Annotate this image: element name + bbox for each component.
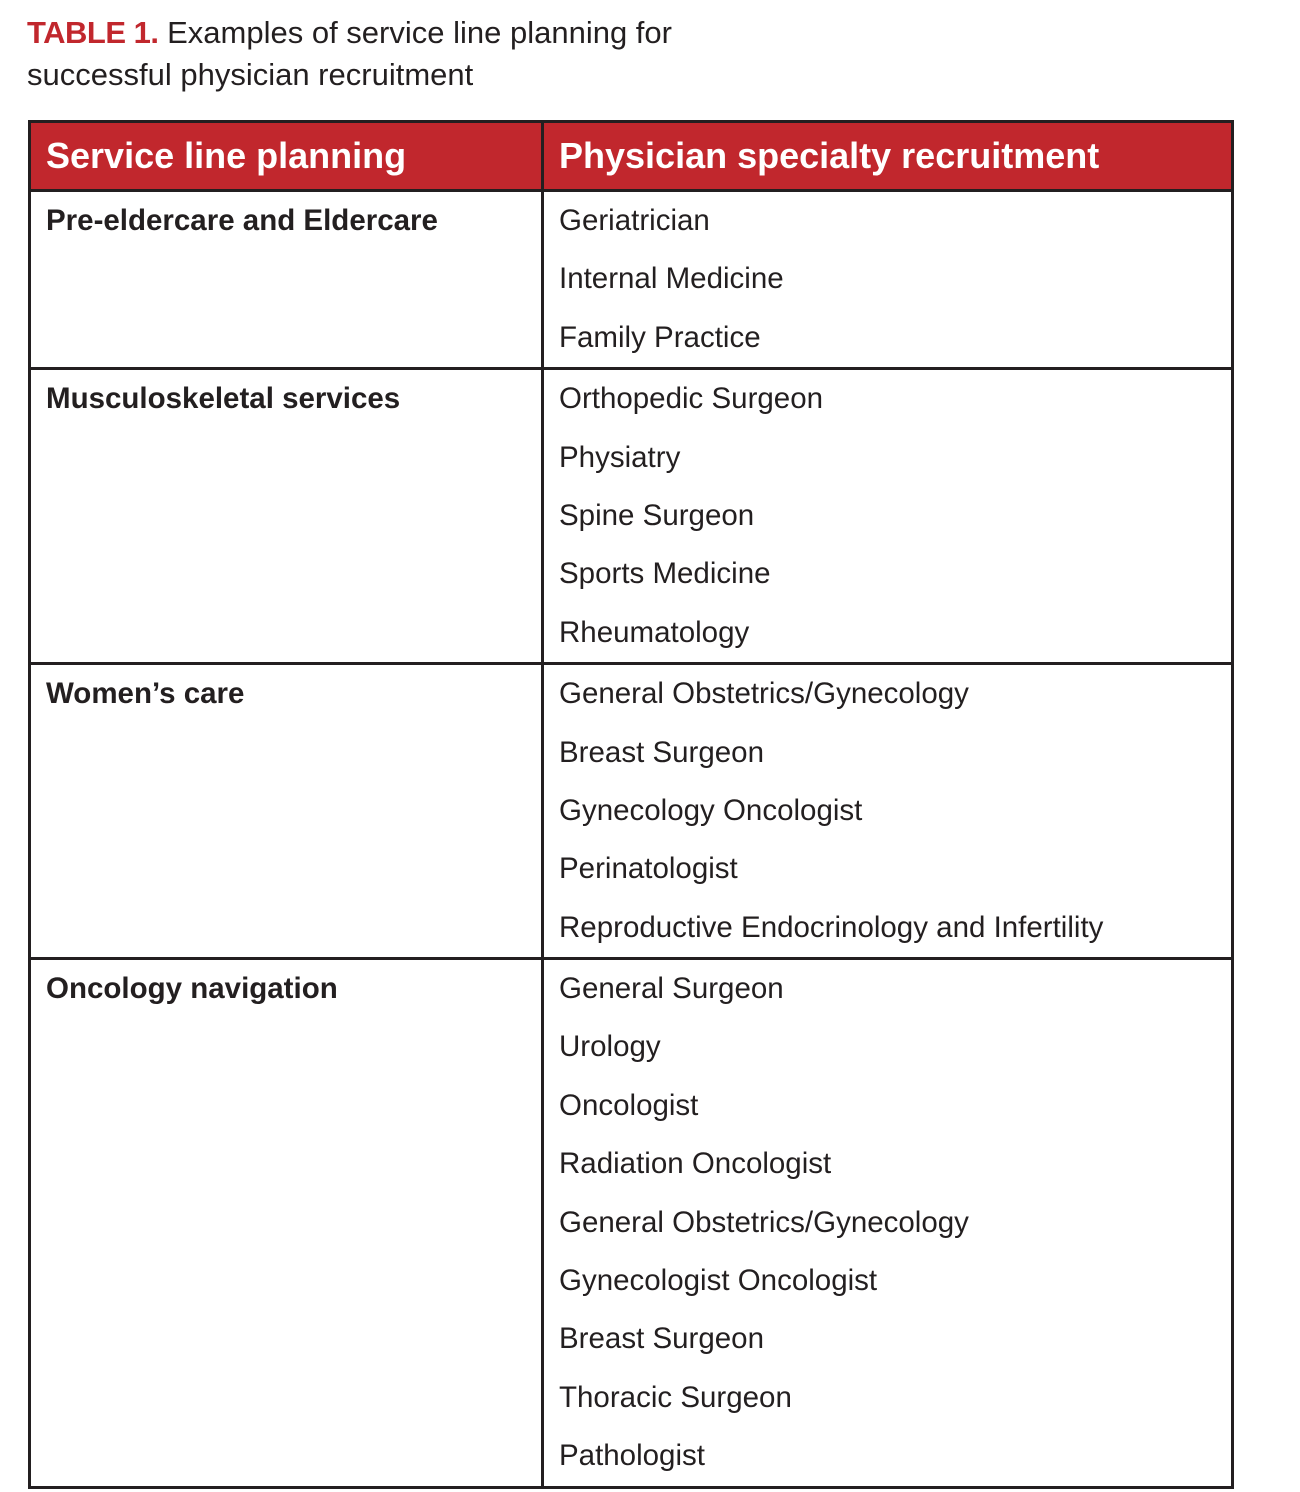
specialty-item: Gynecology Oncologist	[559, 793, 863, 827]
specialty-item: Orthopedic Surgeon	[559, 382, 824, 416]
table-row: Oncology navigation General Surgeon Urolog…	[28, 957, 1234, 1489]
specialty-item: Physiatry	[559, 440, 681, 474]
specialty-item: Geriatrician	[559, 204, 710, 237]
service-line-table: Service line planning Physician specialt…	[28, 120, 1234, 1489]
header-row: Service line planning Physician specialt…	[28, 120, 1234, 192]
specialty-item: General Obstetrics/Gynecology	[559, 677, 969, 711]
specialty-cell: Geriatrician Internal Medicine Family Prac…	[541, 188, 1234, 371]
specialty-item: General Obstetrics/Gynecology	[559, 1205, 969, 1239]
service-line-cell: Musculoskeletal services	[28, 367, 544, 666]
specialty-item: Breast Surgeon	[559, 735, 764, 769]
specialty-item: Pathologist	[559, 1439, 705, 1473]
caption-text: Examples of service line planning for su…	[27, 15, 672, 92]
specialty-item: Sports Medicine	[559, 557, 771, 591]
specialty-cell: Orthopedic Surgeon Physiatry Spine Surgeon…	[541, 367, 1234, 666]
specialty-item: Perinatologist	[559, 852, 738, 886]
specialty-item: Spine Surgeon	[559, 498, 755, 532]
specialty-cell: General Surgeon Urology Oncologist Radiatio…	[541, 957, 1234, 1489]
specialty-cell: General Obstetrics/Gynecology Breast Surg…	[541, 662, 1234, 961]
header-physician-specialty: Physician specialty recruitment	[541, 120, 1234, 192]
specialty-item: Internal Medicine	[559, 262, 784, 296]
specialty-item: Family Practice	[559, 320, 761, 354]
specialty-item: Reproductive Endocrinology and Infertili…	[559, 910, 1104, 944]
specialty-item: Thoracic Surgeon	[559, 1380, 792, 1414]
table-row: Women’s care General Obstetrics/Gynecolog…	[28, 662, 1234, 961]
table-caption: TABLE 1. Examples of service line planni…	[27, 12, 747, 96]
service-line-cell: Oncology navigation	[28, 957, 544, 1489]
table-row: Musculoskeletal services Orthopedic Surge…	[28, 367, 1234, 666]
service-line-cell: Women’s care	[28, 662, 544, 961]
caption-label: TABLE 1.	[27, 15, 159, 50]
header-service-line: Service line planning	[28, 120, 544, 192]
specialty-item: Breast Surgeon	[559, 1322, 764, 1356]
table-row: Pre-eldercare and Eldercare Geriatrician I…	[28, 188, 1234, 371]
service-line-cell: Pre-eldercare and Eldercare	[28, 188, 544, 371]
specialty-item: Radiation Oncologist	[559, 1147, 832, 1181]
specialty-item: Rheumatology	[559, 615, 750, 649]
specialty-item: Oncologist	[559, 1088, 699, 1122]
specialty-item: Gynecologist Oncologist	[559, 1264, 878, 1298]
specialty-item: Urology	[559, 1030, 661, 1064]
specialty-item: General Surgeon	[559, 972, 784, 1006]
